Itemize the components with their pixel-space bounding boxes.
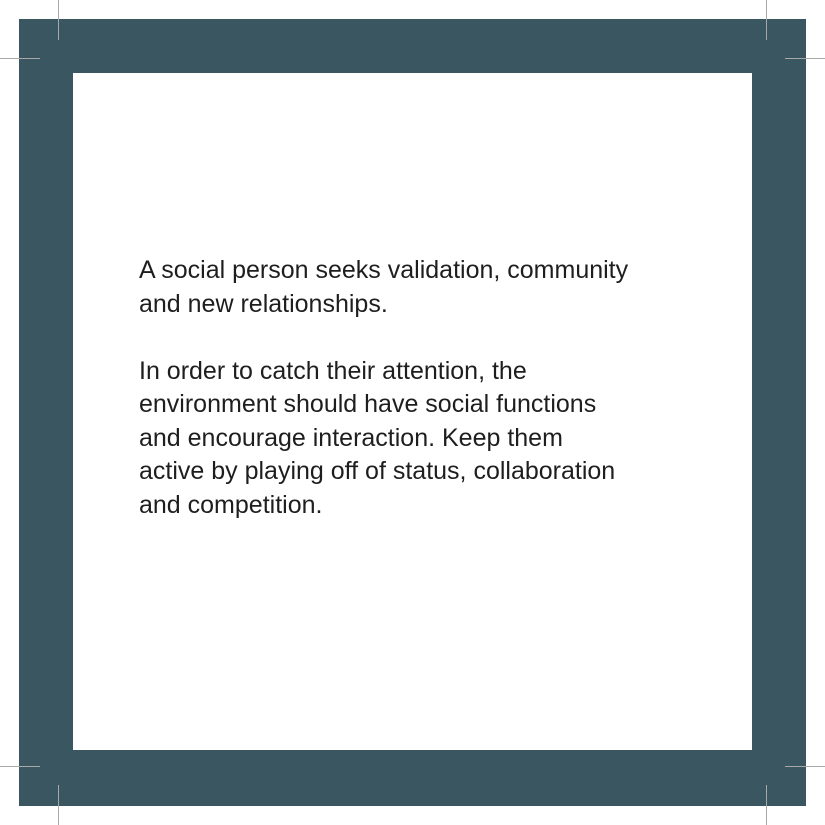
crop-mark-bottom-right-vertical [766, 785, 767, 825]
crop-mark-top-left-vertical [58, 0, 59, 40]
crop-mark-bottom-left-horizontal [0, 766, 40, 767]
card-paragraph-1: A social person seeks validation, commun… [139, 256, 629, 318]
card-body: A social person seeks validation, commun… [139, 254, 719, 522]
crop-mark-bottom-right-horizontal [785, 766, 825, 767]
card-paragraph-2: In order to catch their attention, the e… [139, 356, 616, 519]
crop-mark-top-right-vertical [766, 0, 767, 40]
card-panel: A social person seeks validation, commun… [73, 73, 752, 750]
crop-mark-top-right-horizontal [785, 58, 825, 59]
card-frame: A social person seeks validation, commun… [19, 19, 806, 806]
crop-mark-top-left-horizontal [0, 58, 40, 59]
crop-mark-bottom-left-vertical [58, 785, 59, 825]
